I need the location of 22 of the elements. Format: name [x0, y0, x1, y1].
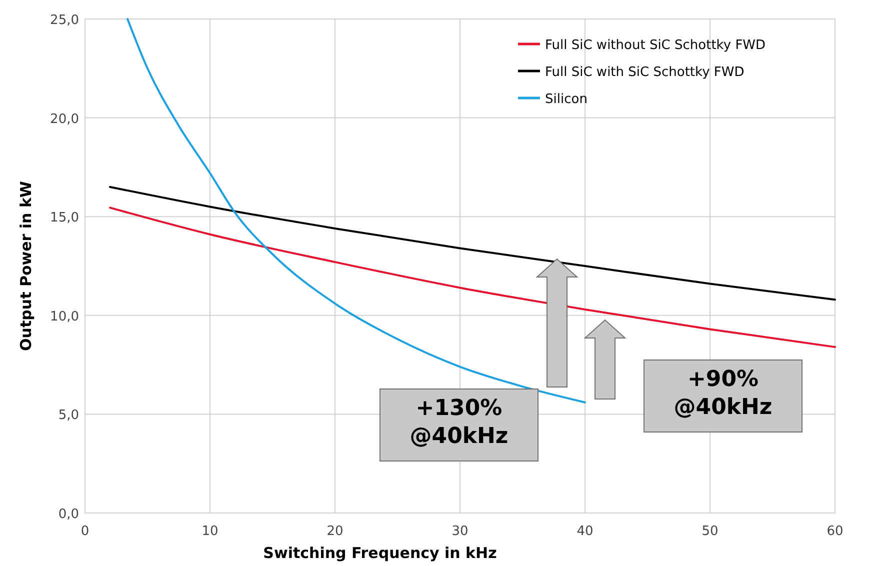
x-tick-label: 20 — [326, 524, 344, 539]
x-tick-label: 40 — [576, 524, 594, 539]
x-tick-label: 50 — [702, 524, 718, 539]
x-tick-label: 0 — [80, 524, 90, 539]
y-tick-label: 20,0 — [50, 112, 79, 127]
annotation: +130% @40kHz — [410, 396, 508, 449]
legend-label: Silicon — [545, 92, 588, 107]
x-tick-label: 30 — [452, 524, 468, 539]
x-tick-label: 60 — [826, 524, 844, 539]
y-tick-label: 15,0 — [50, 210, 79, 226]
y-tick-label: 10,0 — [50, 309, 79, 324]
annotation: +90% @40kHz — [674, 367, 772, 420]
y-tick-label: 0,0 — [58, 507, 79, 522]
y-tick-label: 5,0 — [58, 408, 79, 424]
legend-label: Full SiC with SiC Schottky FWD — [545, 65, 744, 80]
line-series — [109, 186, 836, 301]
y-tick-label: 25,0 — [50, 13, 79, 28]
legend-label: Full SiC without SiC Schottky FWD — [545, 38, 766, 53]
line-series — [109, 206, 836, 348]
x-axis-title: Switching Frequency in kHz — [263, 544, 498, 562]
y-axis-title: Output Power in kW — [17, 180, 35, 351]
x-tick-label: 10 — [202, 524, 218, 539]
